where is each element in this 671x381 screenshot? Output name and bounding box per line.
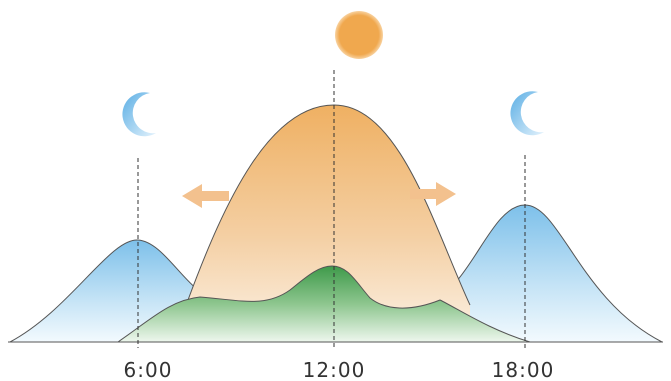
time-label-noon: 12:00 [303,358,366,381]
overlap-peak [117,265,531,343]
arrow-left-icon [182,184,229,208]
time-label-morning: 6:00 [124,358,173,381]
sun-icon [335,11,383,59]
arrow-right-icon [410,182,456,206]
time-label-evening: 18:00 [492,358,555,381]
moon-icon [122,92,156,137]
moon-icon [510,91,544,136]
